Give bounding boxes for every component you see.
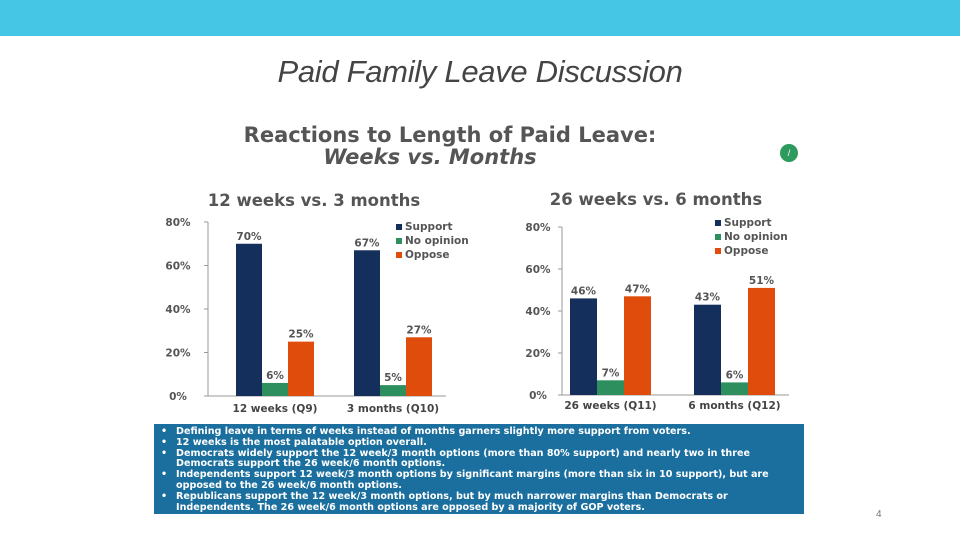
bar <box>624 296 651 395</box>
x-tick-label: 12 weeks (Q9) <box>233 403 318 415</box>
x-tick-label: 6 months (Q12) <box>688 400 780 412</box>
x-tick-label: 26 weeks (Q11) <box>564 400 656 412</box>
finding-item: Independents support 12 week/3 month opt… <box>160 469 798 492</box>
bar-data-label: 43% <box>695 292 721 304</box>
bar <box>288 341 314 396</box>
bar-data-label: 47% <box>625 283 651 295</box>
legend-swatch <box>715 248 721 254</box>
slide-title: Paid Family Leave Discussion <box>277 54 683 89</box>
y-tick-label: 0% <box>529 390 547 402</box>
finding-item: 12 weeks is the most palatable option ov… <box>160 437 798 449</box>
findings-box: Defining leave in terms of weeks instead… <box>154 424 804 514</box>
bar-data-label: 5% <box>384 372 402 384</box>
finding-item: Defining leave in terms of weeks instead… <box>160 426 798 438</box>
legend-label: Support <box>724 217 771 229</box>
legend-swatch <box>396 252 402 258</box>
chart-heading: Reactions to Length of Paid Leave: Weeks… <box>152 124 804 168</box>
chart-heading-line2: Weeks vs. Months <box>323 145 537 169</box>
legend-swatch <box>396 224 402 230</box>
finding-item: Republicans support the 12 week/3 month … <box>160 491 798 514</box>
bar <box>597 380 624 395</box>
y-tick-label: 40% <box>525 306 551 318</box>
bar <box>262 382 288 396</box>
bar-data-label: 67% <box>354 237 380 249</box>
legend-label: Oppose <box>724 245 769 257</box>
bar-charts: 12 weeks vs. 3 months 0% 20% 40% 60% 80% 70% 6%… <box>165 190 789 415</box>
y-tick-label: 60% <box>165 261 191 273</box>
bar <box>721 382 748 395</box>
bar-data-label: 6% <box>726 369 744 381</box>
bar-data-label: 46% <box>571 285 597 297</box>
top-accent-bar <box>0 0 960 36</box>
legend-swatch <box>396 238 402 244</box>
bar-data-label: 7% <box>602 367 620 379</box>
bar <box>354 250 380 396</box>
bar <box>694 304 721 395</box>
bar <box>570 298 597 395</box>
bar-data-label: 25% <box>288 329 314 341</box>
bar-data-label: 70% <box>236 231 262 243</box>
bar <box>236 243 262 396</box>
bar-data-label: 6% <box>266 370 284 382</box>
legend-swatch <box>715 234 721 240</box>
bar-data-label: 51% <box>749 275 775 287</box>
legend-label: No opinion <box>405 235 469 247</box>
leaf-logo-icon: / <box>780 144 798 162</box>
legend-label: Oppose <box>405 249 450 261</box>
page-number: 4 <box>876 509 882 520</box>
legend-label: No opinion <box>724 231 788 243</box>
y-tick-label: 20% <box>165 348 191 360</box>
bar <box>748 287 775 395</box>
y-tick-label: 20% <box>525 348 551 360</box>
chart-title: 12 weeks vs. 3 months <box>208 191 421 210</box>
y-tick-label: 60% <box>525 264 551 276</box>
bar <box>380 385 406 396</box>
findings-list: Defining leave in terms of weeks instead… <box>160 426 798 514</box>
y-tick-label: 40% <box>165 304 191 316</box>
bar <box>406 337 432 396</box>
y-tick-label: 0% <box>169 391 187 403</box>
chart-panel: Reactions to Length of Paid Leave: Weeks… <box>152 116 804 516</box>
chart-heading-line1: Reactions to Length of Paid Leave: <box>243 123 657 147</box>
y-tick-label: 80% <box>525 222 551 234</box>
bar-data-label: 27% <box>406 324 432 336</box>
y-tick-label: 80% <box>165 217 191 229</box>
legend-swatch <box>715 220 721 226</box>
x-tick-label: 3 months (Q10) <box>347 403 439 415</box>
chart-title: 26 weeks vs. 6 months <box>550 190 763 209</box>
finding-item: Democrats widely support the 12 week/3 m… <box>160 448 798 471</box>
legend-label: Support <box>405 221 452 233</box>
